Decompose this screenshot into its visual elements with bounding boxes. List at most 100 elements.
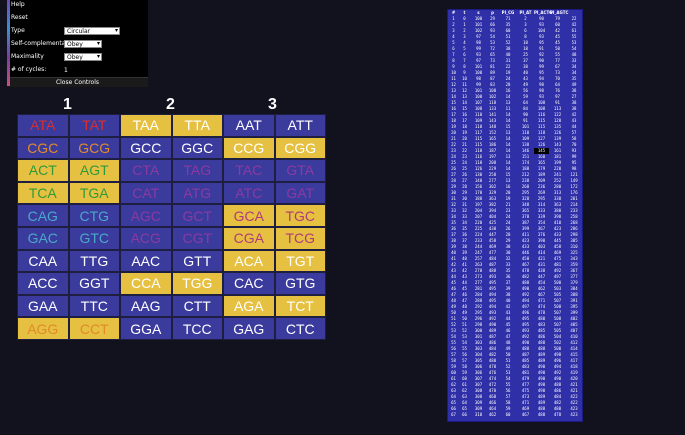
table-row[interactable]: 43 42 270 488 35 478 438 492 367: [448, 268, 582, 274]
maximality-select[interactable]: Obey ▾: [64, 53, 102, 61]
table-row[interactable]: 53 52 300 489 46 493 485 505 407: [448, 328, 582, 334]
codon-cell[interactable]: GGT: [68, 272, 120, 295]
table-row[interactable]: 65 64 309 466 58 471 489 482 422: [448, 400, 582, 406]
table-row[interactable]: 16 15 108 133 11 84 108 113 38: [448, 106, 582, 112]
codon-cell[interactable]: ACG: [120, 227, 172, 250]
codon-cell[interactable]: CCA: [120, 272, 172, 295]
table-row[interactable]: 35 34 220 425 24 387 354 410 268: [448, 220, 582, 226]
table-row[interactable]: 48 47 288 495 40 494 471 507 391: [448, 298, 582, 304]
codon-cell[interactable]: AGA: [223, 294, 275, 318]
codon-cell[interactable]: TAC: [223, 159, 275, 182]
table-row[interactable]: 22 21 115 186 14 138 126 143 70: [448, 142, 582, 148]
table-row[interactable]: 32 31 197 382 21 348 314 363 214: [448, 202, 582, 208]
codon-cell[interactable]: CCG: [223, 136, 275, 160]
help-button[interactable]: Help: [11, 1, 25, 8]
codon-cell[interactable]: CAA: [17, 249, 69, 273]
table-row[interactable]: 28 27 140 277 13 238 209 252 149: [448, 178, 582, 184]
codon-cell[interactable]: TCC: [171, 317, 223, 340]
table-row[interactable]: 47 46 284 494 38 492 467 505 388: [448, 292, 582, 298]
codon-cell[interactable]: AGC: [120, 204, 172, 227]
table-row[interactable]: 33 32 204 394 23 365 333 380 233: [448, 208, 582, 214]
table-row[interactable]: 39 38 244 469 30 433 403 458 310: [448, 244, 582, 250]
codon-cell[interactable]: TGC: [274, 204, 326, 227]
codon-cell[interactable]: GAA: [17, 294, 69, 318]
self-complementarity-select[interactable]: Obey ▾: [64, 40, 102, 48]
codon-cell[interactable]: GCG: [68, 136, 120, 160]
codon-cell[interactable]: AAC: [120, 249, 172, 273]
table-row[interactable]: 9 8 101 81 22 38 99 67 34: [448, 64, 582, 70]
codon-cell[interactable]: GTC: [68, 227, 120, 250]
table-row[interactable]: 59 58 306 478 52 483 490 494 418: [448, 364, 582, 370]
table-row[interactable]: 42 41 263 487 33 467 431 481 359: [448, 262, 582, 268]
codon-cell[interactable]: TAA: [120, 114, 172, 137]
table-row[interactable]: 3 2 102 93 60 6 104 42 61: [448, 28, 582, 34]
table-row[interactable]: 1 0 100 29 71 2 90 79 22: [448, 16, 582, 22]
codon-cell[interactable]: GAG: [223, 317, 275, 340]
codon-cell[interactable]: GGA: [120, 317, 172, 340]
codon-cell[interactable]: GTT: [171, 249, 223, 273]
codon-cell[interactable]: TTA: [171, 114, 223, 137]
codon-cell[interactable]: CTT: [171, 294, 223, 318]
codon-cell[interactable]: TCT: [274, 294, 326, 318]
table-row[interactable]: 5 4 98 53 52 10 95 45 53: [448, 40, 582, 46]
table-row[interactable]: 2 1 101 66 35 3 93 60 42: [448, 22, 582, 28]
table-row[interactable]: 62 61 307 472 55 477 490 488 421: [448, 382, 582, 388]
table-row[interactable]: 14 13 100 102 14 59 93 97 27: [448, 94, 582, 100]
codon-cell[interactable]: GGC: [171, 136, 223, 160]
codon-cell[interactable]: GCT: [171, 204, 223, 227]
codon-cell[interactable]: ATA: [17, 114, 69, 137]
codon-cell[interactable]: ATG: [171, 181, 223, 205]
table-row[interactable]: 20 19 117 152 13 110 118 126 57: [448, 130, 582, 136]
codon-cell[interactable]: TTG: [68, 249, 120, 273]
codon-cell[interactable]: AGG: [17, 317, 69, 340]
codon-cell[interactable]: CAG: [17, 204, 69, 227]
codon-cell[interactable]: CGA: [223, 227, 275, 250]
table-row[interactable]: 17 16 110 141 14 90 116 122 42: [448, 112, 582, 118]
codon-cell[interactable]: GTG: [274, 272, 326, 295]
close-controls-button[interactable]: Close Controls: [7, 77, 148, 87]
table-row[interactable]: 54 53 301 487 47 492 486 504 410: [448, 334, 582, 340]
table-row[interactable]: 15 14 107 118 13 64 108 91 38: [448, 100, 582, 106]
table-row[interactable]: 63 62 308 470 56 475 490 486 421: [448, 388, 582, 394]
table-row[interactable]: 50 49 295 493 43 496 478 507 399: [448, 310, 582, 316]
table-row[interactable]: 25 24 118 208 14 174 165 199 95: [448, 160, 582, 166]
table-row[interactable]: 23 22 110 187 14 146 145 161 93: [448, 148, 582, 154]
table-row[interactable]: 60 59 306 476 53 481 490 492 419: [448, 370, 582, 376]
table-row[interactable]: 41 40 257 484 32 458 421 475 343: [448, 256, 582, 262]
table-row[interactable]: 38 37 233 458 29 423 390 445 305: [448, 238, 582, 244]
table-row[interactable]: 58 57 305 480 51 485 489 496 417: [448, 358, 582, 364]
codon-cell[interactable]: GTA: [274, 159, 326, 182]
table-row[interactable]: 46 45 281 495 39 490 462 503 384: [448, 286, 582, 292]
table-row[interactable]: 34 33 207 404 24 378 339 398 258: [448, 214, 582, 220]
codon-cell[interactable]: ACC: [17, 272, 69, 295]
table-row[interactable]: 19 18 110 148 15 101 115 135 44: [448, 124, 582, 130]
table-row[interactable]: 61 60 307 474 54 479 490 490 420: [448, 376, 582, 382]
table-row[interactable]: 21 20 115 165 14 109 127 139 58: [448, 136, 582, 142]
codon-cell[interactable]: CAT: [120, 181, 172, 205]
table-row[interactable]: 40 39 247 477 30 446 414 469 325: [448, 250, 582, 256]
table-row[interactable]: 45 44 277 495 37 488 454 500 379: [448, 280, 582, 286]
codon-cell[interactable]: ATC: [223, 181, 275, 205]
codon-cell[interactable]: AAT: [223, 114, 275, 137]
codon-cell[interactable]: CAC: [223, 272, 275, 295]
codon-cell[interactable]: TCG: [274, 227, 326, 250]
table-row[interactable]: 26 25 126 229 14 188 179 220 98: [448, 166, 582, 172]
table-row[interactable]: 8 7 97 73 31 37 90 77 33: [448, 58, 582, 64]
codon-cell[interactable]: CCT: [68, 317, 120, 340]
table-row[interactable]: 56 55 303 484 49 488 488 500 414: [448, 346, 582, 352]
codon-cell[interactable]: GCC: [120, 136, 172, 160]
codon-cell[interactable]: TTC: [68, 294, 120, 318]
codon-cell[interactable]: CTA: [120, 159, 172, 182]
codon-cell[interactable]: CTC: [274, 317, 326, 340]
table-row[interactable]: 67 66 310 462 60 467 488 478 423: [448, 412, 582, 418]
table-row[interactable]: 6 5 99 72 38 18 91 50 54: [448, 46, 582, 52]
table-row[interactable]: 36 35 225 430 26 399 367 423 286: [448, 226, 582, 232]
codon-cell[interactable]: TGT: [274, 249, 326, 273]
codon-cell[interactable]: TGA: [68, 181, 120, 205]
table-row[interactable]: 10 9 100 89 19 40 95 73 34: [448, 70, 582, 76]
codon-cell[interactable]: ACT: [17, 159, 69, 182]
table-row[interactable]: 37 36 224 447 28 411 376 433 298: [448, 232, 582, 238]
codon-cell[interactable]: CGG: [274, 136, 326, 160]
cycles-value[interactable]: 1: [64, 67, 68, 74]
table-row[interactable]: 64 63 308 468 57 473 489 484 422: [448, 394, 582, 400]
